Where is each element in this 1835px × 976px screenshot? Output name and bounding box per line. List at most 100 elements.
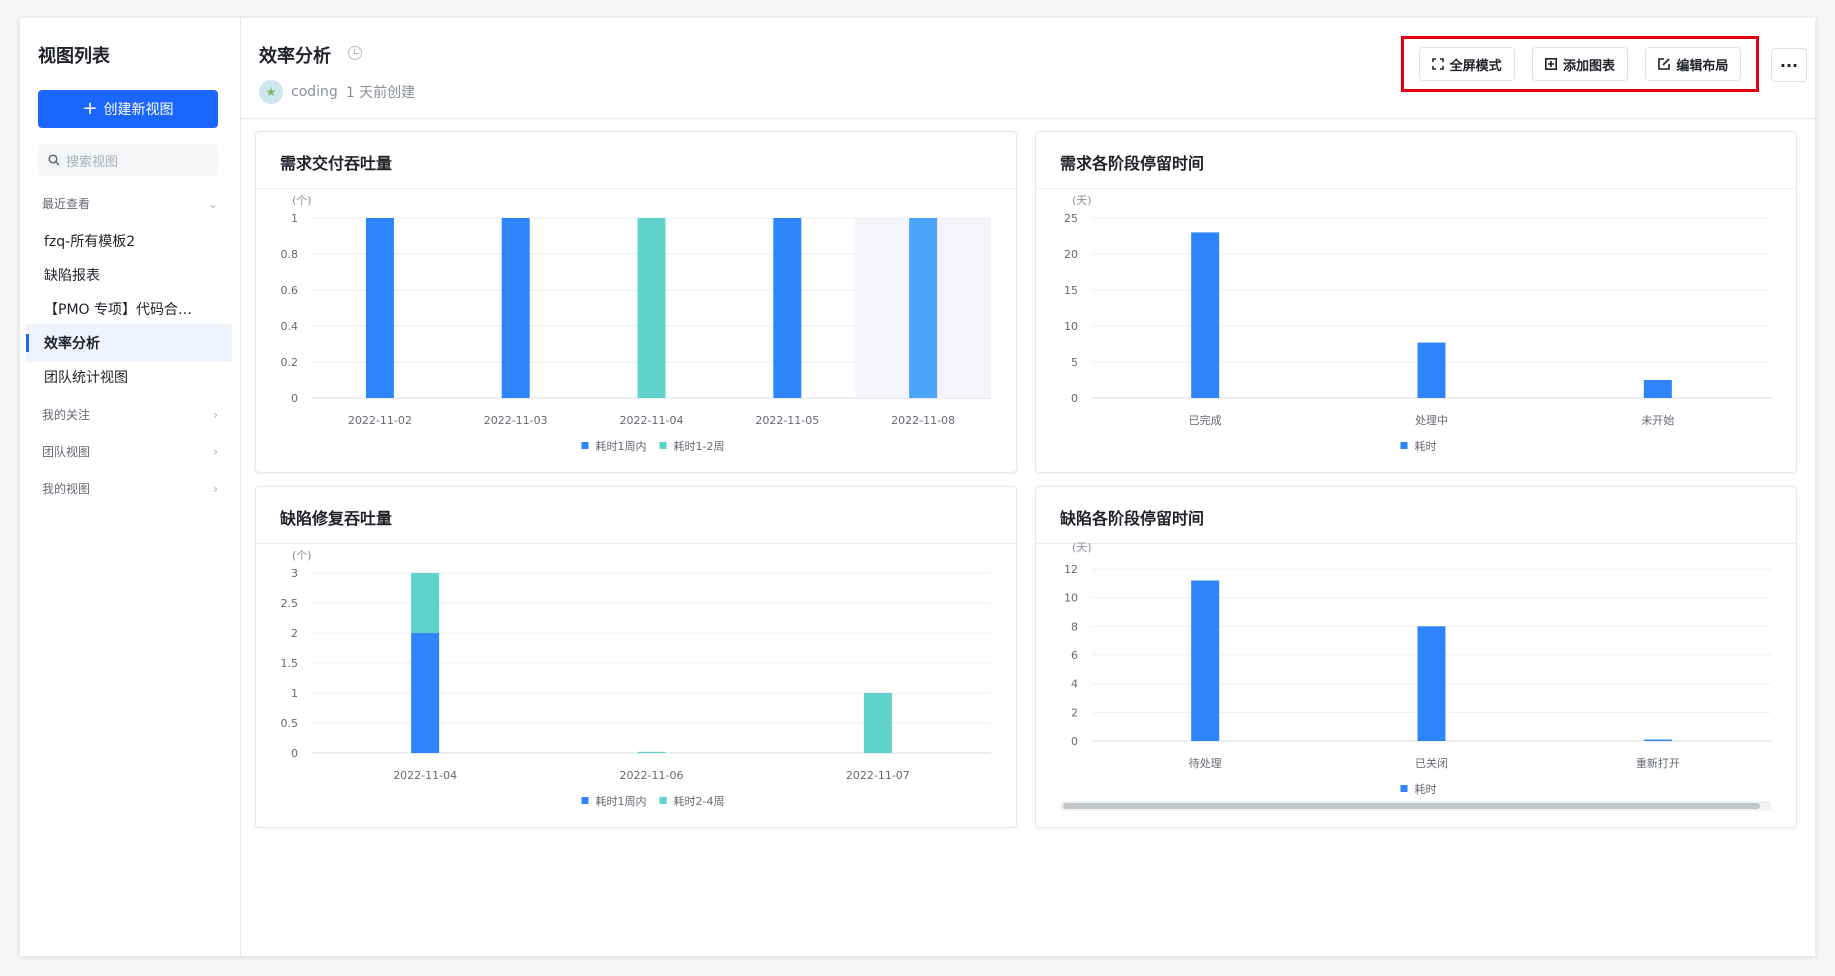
y-tick-label: 0 <box>291 747 298 760</box>
app-window: 视图列表 + 创建新视图 搜索视图 最近查看 ⌄ fzq-所有模板2 缺陷报表 … <box>20 18 1815 956</box>
y-tick-label: 6 <box>1071 649 1078 662</box>
page-meta: ★ coding 1 天前创建 <box>259 80 415 104</box>
recent-group[interactable]: 最近查看 ⌄ <box>42 195 218 212</box>
bar <box>1643 739 1672 741</box>
x-tick-label: 2022-11-04 <box>393 769 457 782</box>
fullscreen-label: 全屏模式 <box>1449 58 1502 74</box>
bar-chart: (个) 0 0.2 0.4 0.6 0.8 1 2022-11-02 2022-11-03 202… <box>281 194 991 453</box>
y-tick-label: 1 <box>291 687 298 700</box>
bar <box>637 218 666 398</box>
more-button[interactable]: ··· <box>1771 48 1807 82</box>
sidebar-item-pmo[interactable]: 【PMO 专项】代码合… <box>26 290 232 328</box>
x-tick-label: 2022-11-04 <box>620 414 684 427</box>
search-placeholder: 搜索视图 <box>66 154 119 170</box>
create-view-button[interactable]: + 创建新视图 <box>38 90 218 128</box>
bar <box>1191 580 1220 741</box>
group-label: 我的视图 <box>42 482 91 496</box>
divider <box>1036 188 1796 189</box>
legend-label: 耗时 <box>1415 440 1437 453</box>
y-tick-label: 10 <box>1064 592 1078 605</box>
recent-label: 最近查看 <box>42 197 91 211</box>
legend-label: 耗时1-2周 <box>674 440 725 453</box>
y-tick-label: 3 <box>291 567 298 580</box>
x-tick-label: 2022-11-02 <box>348 414 412 427</box>
sidebar-item-defect-report[interactable]: 缺陷报表 <box>26 256 232 294</box>
x-tick-label: 未开始 <box>1641 413 1674 427</box>
divider <box>256 543 1016 544</box>
y-tick-label: 5 <box>1071 356 1078 369</box>
bar <box>909 218 938 398</box>
created-time: 1 天前创建 <box>345 85 416 101</box>
y-tick-label: 0 <box>291 392 298 405</box>
x-tick-label: 2022-11-03 <box>484 414 548 427</box>
bar <box>411 633 440 753</box>
group-label: 我的关注 <box>42 408 91 422</box>
group-my-views[interactable]: 我的视图 › <box>42 480 218 497</box>
sidebar-item-label: 团队统计视图 <box>44 370 128 386</box>
x-tick-label: 2022-11-08 <box>891 414 955 427</box>
legend-label: 耗时2-4周 <box>674 795 725 808</box>
bar <box>1417 342 1446 398</box>
y-tick-label: 0.6 <box>281 284 299 297</box>
chart-title: 需求交付吞吐量 <box>280 154 393 173</box>
chart-card-defect-stage: 缺陷各阶段停留时间 (天) 0 2 4 6 8 10 12 待处理 已关闭 重新打开 耗时 <box>1035 486 1797 828</box>
y-tick-label: 0.8 <box>281 248 299 261</box>
bar <box>1643 380 1672 398</box>
legend-label: 耗时1周内 <box>596 439 647 453</box>
chart-card-demand-throughput: 需求交付吞吐量 (个) 0 0.2 0.4 0.6 0.8 1 2022-11-02 2022-… <box>255 131 1017 473</box>
chevron-down-icon: ⌄ <box>207 196 218 211</box>
add-chart-label: 添加图表 <box>1562 58 1615 74</box>
y-unit-label: (个) <box>292 194 312 207</box>
sidebar-item-label: 效率分析 <box>44 336 100 352</box>
x-tick-label: 处理中 <box>1415 414 1448 427</box>
avatar: ★ <box>259 80 283 104</box>
edit-layout-button[interactable]: 编辑布局 <box>1645 47 1742 81</box>
y-tick-label: 0.5 <box>281 717 299 730</box>
fullscreen-icon <box>1431 58 1444 70</box>
group-team-views[interactable]: 团队视图 › <box>42 443 218 460</box>
legend-swatch <box>1400 442 1408 449</box>
x-tick-label: 已完成 <box>1189 413 1222 427</box>
y-unit-label: (个) <box>292 549 312 562</box>
sidebar: 视图列表 + 创建新视图 搜索视图 最近查看 ⌄ fzq-所有模板2 缺陷报表 … <box>20 18 241 956</box>
chevron-right-icon: › <box>213 444 218 459</box>
x-tick-label: 2022-11-05 <box>755 414 819 427</box>
divider <box>1036 543 1796 544</box>
x-tick-label: 2022-11-07 <box>846 769 910 782</box>
search-input[interactable]: 搜索视图 <box>38 144 218 176</box>
toolbar-highlight: 全屏模式 添加图表 编辑布局 <box>1401 36 1759 92</box>
bar <box>365 218 394 398</box>
chart-title: 需求各阶段停留时间 <box>1060 154 1205 173</box>
bar-chart: (个) 0 0.5 1 1.5 2 2.5 3 2022-11-04 2022-11-06 2022… <box>281 549 991 808</box>
y-tick-label: 0.4 <box>281 320 299 333</box>
sidebar-item-fzq[interactable]: fzq-所有模板2 <box>26 222 232 260</box>
fullscreen-button[interactable]: 全屏模式 <box>1418 47 1515 81</box>
y-tick-label: 0.2 <box>281 356 299 369</box>
horizontal-scrollbar[interactable] <box>1063 803 1760 809</box>
sidebar-item-efficiency[interactable]: 效率分析 <box>26 324 232 362</box>
legend-swatch <box>581 797 589 804</box>
clock-icon[interactable] <box>348 46 362 60</box>
sidebar-title: 视图列表 <box>38 46 110 67</box>
x-tick-label: 重新打开 <box>1636 756 1680 770</box>
legend-label: 耗时1周内 <box>596 794 647 808</box>
add-chart-button[interactable]: 添加图表 <box>1531 47 1628 81</box>
bar <box>637 751 666 753</box>
chart-title: 缺陷修复吞吐量 <box>280 509 393 528</box>
y-tick-label: 10 <box>1064 320 1078 333</box>
bar <box>501 218 530 398</box>
y-tick-label: 2 <box>291 627 298 640</box>
bar <box>1417 626 1446 741</box>
y-tick-label: 1 <box>291 212 298 225</box>
create-view-label: 创建新视图 <box>103 102 174 118</box>
y-tick-label: 2 <box>1071 706 1078 719</box>
y-tick-label: 12 <box>1064 563 1078 576</box>
divider <box>256 188 1016 189</box>
group-my-follow[interactable]: 我的关注 › <box>42 406 218 423</box>
legend-swatch <box>659 442 667 449</box>
x-tick-label: 2022-11-06 <box>620 769 684 782</box>
sidebar-item-team-stats[interactable]: 团队统计视图 <box>26 358 232 396</box>
y-tick-label: 25 <box>1064 212 1078 225</box>
